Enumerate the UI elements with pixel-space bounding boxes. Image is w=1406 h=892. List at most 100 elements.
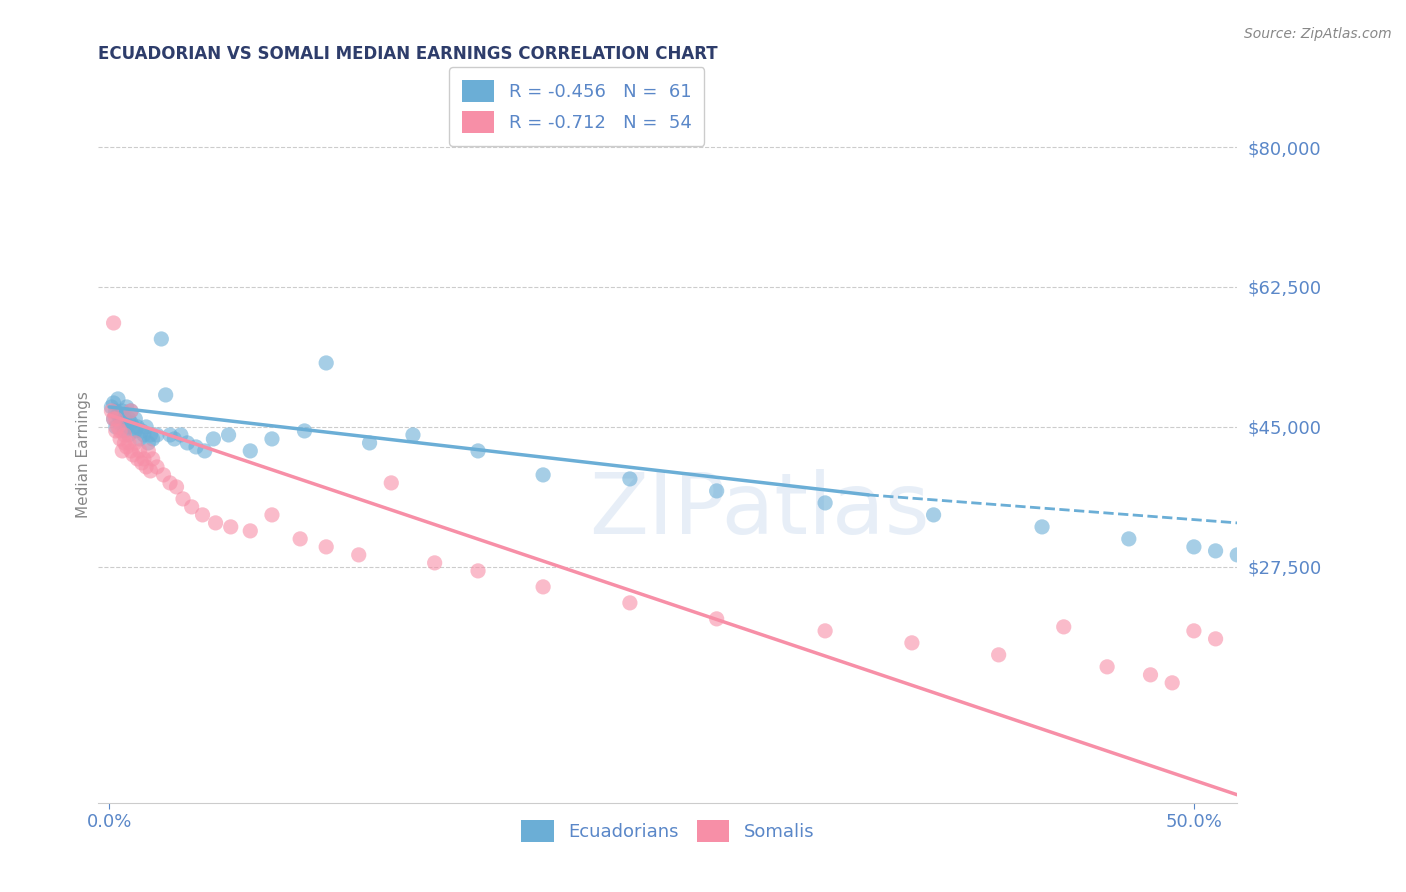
Point (1095, 660, 1118, 674)
Point (131, 456, 153, 470)
Point (170, 428, 193, 442)
Point (1291, 560, 1313, 574)
Point (120, 416, 142, 430)
Point (103, 396, 125, 410)
Point (152, 467, 174, 482)
Point (142, 451, 165, 466)
Point (118, 436, 141, 450)
Point (219, 520, 242, 534)
Point (150, 332, 173, 346)
Point (194, 444, 217, 458)
Point (127, 451, 149, 466)
Point (124, 424, 146, 438)
Point (127, 420, 149, 434)
Point (901, 636, 924, 650)
Point (191, 508, 214, 522)
Point (359, 436, 381, 450)
Point (1118, 532, 1140, 546)
Point (987, 648, 1010, 662)
Point (122, 448, 145, 462)
Point (176, 436, 198, 450)
Point (1182, 540, 1205, 554)
Point (107, 420, 129, 434)
Point (163, 432, 186, 446)
Point (111, 404, 134, 418)
Point (139, 464, 162, 478)
Point (202, 432, 225, 446)
Point (120, 444, 142, 458)
Point (260, 508, 283, 522)
Point (120, 404, 142, 418)
Point (108, 416, 131, 430)
Point (124, 436, 146, 450)
Point (922, 508, 945, 522)
Point (1139, 668, 1161, 682)
Point (531, 580, 554, 594)
Point (124, 412, 146, 426)
Point (1053, 620, 1076, 634)
Point (239, 524, 262, 538)
Point (128, 444, 150, 458)
Point (118, 412, 141, 426)
Point (120, 404, 142, 418)
Legend: Ecuadorians, Somalis: Ecuadorians, Somalis (515, 813, 821, 849)
Point (204, 516, 226, 530)
Point (172, 491, 194, 506)
Point (288, 532, 311, 546)
Point (135, 420, 157, 434)
Point (136, 436, 159, 450)
Point (132, 428, 155, 442)
Point (104, 404, 127, 418)
Point (1226, 548, 1249, 562)
Point (107, 392, 129, 406)
Point (146, 459, 169, 474)
Text: ECUADORIAN VS SOMALI MEDIAN EARNINGS CORRELATION CHART: ECUADORIAN VS SOMALI MEDIAN EARNINGS COR… (98, 45, 718, 62)
Point (107, 408, 129, 422)
Point (103, 412, 125, 426)
Point (115, 400, 138, 414)
Point (128, 432, 150, 446)
Point (218, 428, 240, 442)
Point (347, 548, 370, 562)
Point (315, 356, 337, 370)
Point (103, 316, 125, 330)
Text: ZIPatlas: ZIPatlas (589, 469, 929, 552)
Point (1247, 552, 1270, 566)
Point (180, 500, 202, 514)
Point (139, 428, 162, 442)
Point (114, 428, 136, 442)
Point (423, 556, 446, 570)
Point (706, 483, 728, 498)
Point (114, 412, 136, 426)
Y-axis label: Median Earnings: Median Earnings (76, 392, 91, 518)
Point (1161, 676, 1184, 690)
Point (104, 412, 127, 426)
Point (136, 444, 159, 458)
Point (111, 408, 134, 422)
Point (706, 612, 728, 626)
Point (135, 459, 157, 474)
Point (467, 444, 489, 458)
Point (619, 472, 641, 486)
Point (1031, 520, 1053, 534)
Point (131, 424, 153, 438)
Point (108, 412, 131, 426)
Point (159, 475, 181, 490)
Point (114, 424, 136, 438)
Point (132, 451, 155, 466)
Point (315, 540, 337, 554)
Point (108, 432, 131, 446)
Point (103, 412, 125, 426)
Point (100, 404, 122, 418)
Point (108, 424, 131, 438)
Point (1205, 544, 1227, 558)
Point (380, 475, 402, 490)
Point (1182, 624, 1205, 638)
Point (814, 496, 837, 510)
Point (104, 420, 127, 434)
Point (619, 596, 641, 610)
Point (294, 424, 316, 438)
Point (531, 467, 554, 482)
Point (115, 440, 138, 454)
Point (1270, 556, 1292, 570)
